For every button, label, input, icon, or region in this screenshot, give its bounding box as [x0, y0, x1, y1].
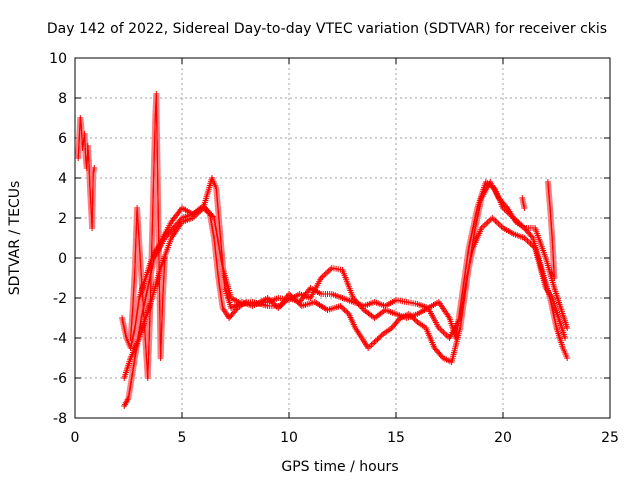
x-tick-label: 10: [280, 430, 298, 446]
data-point: [489, 215, 496, 221]
data-point: [495, 220, 502, 227]
data-point: [375, 335, 382, 341]
data-point: [161, 255, 168, 261]
y-tick-label: 0: [58, 251, 67, 267]
data-point: [441, 330, 448, 337]
series-track-c: [121, 179, 571, 409]
y-tick-label: 8: [58, 91, 67, 107]
y-tick-label: 4: [58, 171, 67, 187]
y-axis-label: SDTVAR / TECUs: [7, 181, 23, 296]
data-point: [371, 339, 378, 345]
data-point: [493, 219, 500, 226]
x-axis-label: GPS time / hours: [281, 459, 398, 475]
data-point: [337, 303, 344, 309]
y-tick-label: 10: [49, 51, 67, 67]
data-point: [551, 275, 558, 281]
data-point: [408, 313, 415, 320]
data-point: [564, 325, 571, 331]
data-point: [484, 219, 491, 226]
data-points: [75, 91, 571, 409]
axis-ticks: 0 5 10 15 20 25 -8 -6 -4 -2 0 2 4 6 8 10: [49, 51, 619, 446]
data-point: [343, 308, 350, 315]
data-point: [564, 355, 571, 361]
y-tick-label: -6: [53, 371, 67, 387]
data-point: [407, 312, 414, 319]
data-point: [296, 300, 302, 307]
y-tick-label: -4: [53, 331, 67, 347]
data-point: [291, 296, 298, 303]
data-point: [340, 305, 347, 312]
data-point: [286, 291, 292, 297]
data-point: [521, 205, 528, 211]
data-point: [324, 269, 331, 276]
data-point: [91, 165, 98, 171]
data-point: [440, 329, 447, 336]
data-point: [377, 333, 384, 340]
data-point: [322, 270, 329, 277]
data-point: [486, 217, 493, 224]
data-point: [410, 315, 417, 321]
y-tick-label: 2: [58, 211, 67, 227]
series-track-a: [119, 205, 569, 351]
data-point: [338, 304, 345, 311]
data-point: [373, 337, 379, 344]
y-tick-label: -8: [53, 411, 67, 427]
x-tick-label: 5: [178, 430, 187, 446]
x-tick-label: 15: [387, 430, 405, 446]
series-track-early-cluster: [75, 115, 98, 231]
data-point: [344, 309, 351, 316]
data-point: [528, 233, 535, 240]
data-point: [413, 317, 419, 324]
data-point: [341, 307, 348, 313]
data-point: [288, 293, 295, 300]
grid: [75, 58, 610, 418]
chart-title: Day 142 of 2022, Sidereal Day-to-day VTE…: [47, 21, 607, 37]
data-point: [483, 220, 490, 227]
y-tick-label: 6: [58, 131, 67, 147]
data-point: [297, 301, 304, 308]
y-tick-label: -2: [53, 291, 67, 307]
data-point: [327, 266, 334, 273]
data-point: [562, 335, 569, 341]
data-point: [290, 295, 297, 301]
plot-frame: [74, 57, 611, 419]
x-tick-label: 25: [601, 430, 619, 446]
data-point: [503, 203, 510, 210]
series-track-spikes: [127, 91, 558, 381]
data-point: [374, 336, 381, 343]
x-tick-label: 0: [71, 430, 80, 446]
data-point: [294, 299, 301, 305]
data-point: [325, 267, 332, 274]
x-tick-label: 20: [494, 430, 512, 446]
